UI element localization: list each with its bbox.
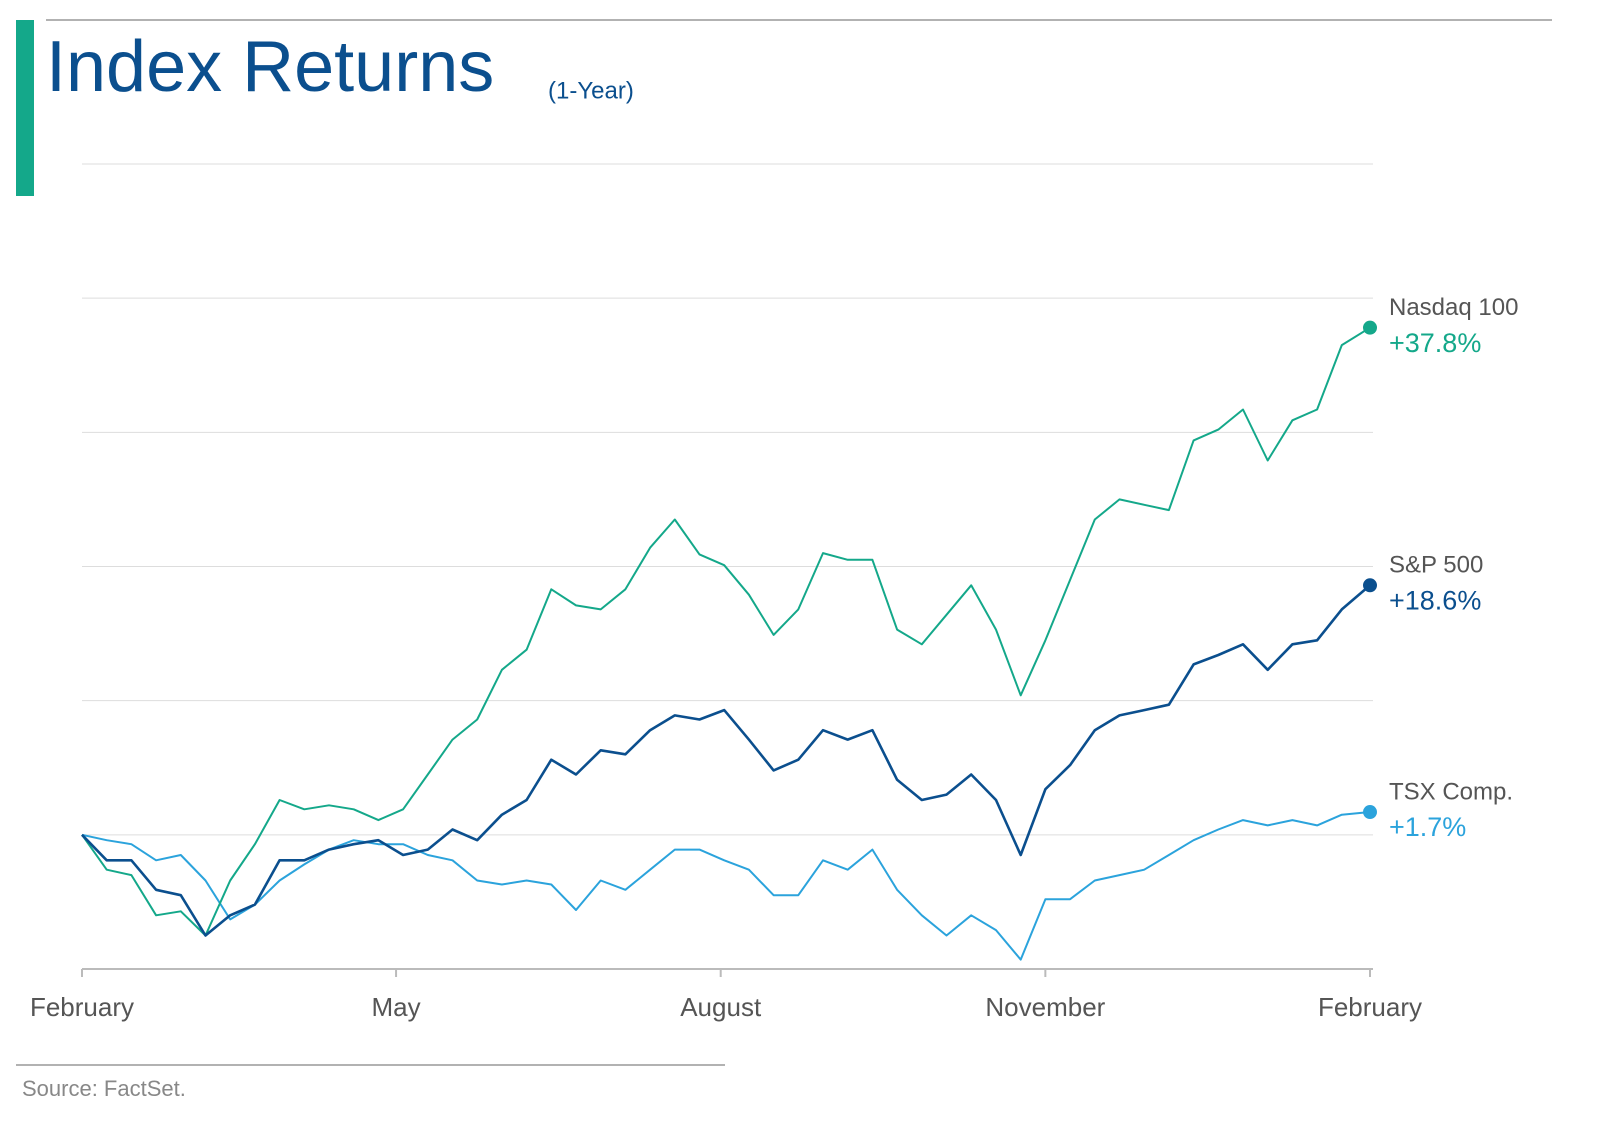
x-tick-label: November (985, 992, 1105, 1022)
legend-label: TSX Comp. (1389, 778, 1513, 805)
series-line (81, 326, 1371, 937)
legend-label: S&P 500 (1389, 552, 1483, 579)
end-dot (1363, 320, 1377, 335)
legend-label: Nasdaq 100 (1389, 294, 1518, 321)
x-tick-label: May (371, 992, 420, 1022)
series-line (81, 584, 1371, 937)
end-dot (1363, 578, 1377, 593)
chart-subtitle: (1-Year) (548, 77, 634, 104)
x-tick-label: August (680, 992, 762, 1022)
source: Source: FactSet. (22, 1076, 186, 1101)
x-tick-label: February (30, 992, 134, 1022)
x-tick-label: February (1318, 992, 1422, 1022)
chart-title: Index Returns (46, 27, 494, 107)
end-dot (1363, 805, 1377, 820)
accent-bar (16, 20, 34, 196)
end-value-label: +18.6% (1389, 585, 1481, 615)
end-value-label: +1.7% (1389, 812, 1466, 842)
end-value-label: +37.8% (1389, 328, 1481, 358)
series-line (81, 811, 1371, 961)
